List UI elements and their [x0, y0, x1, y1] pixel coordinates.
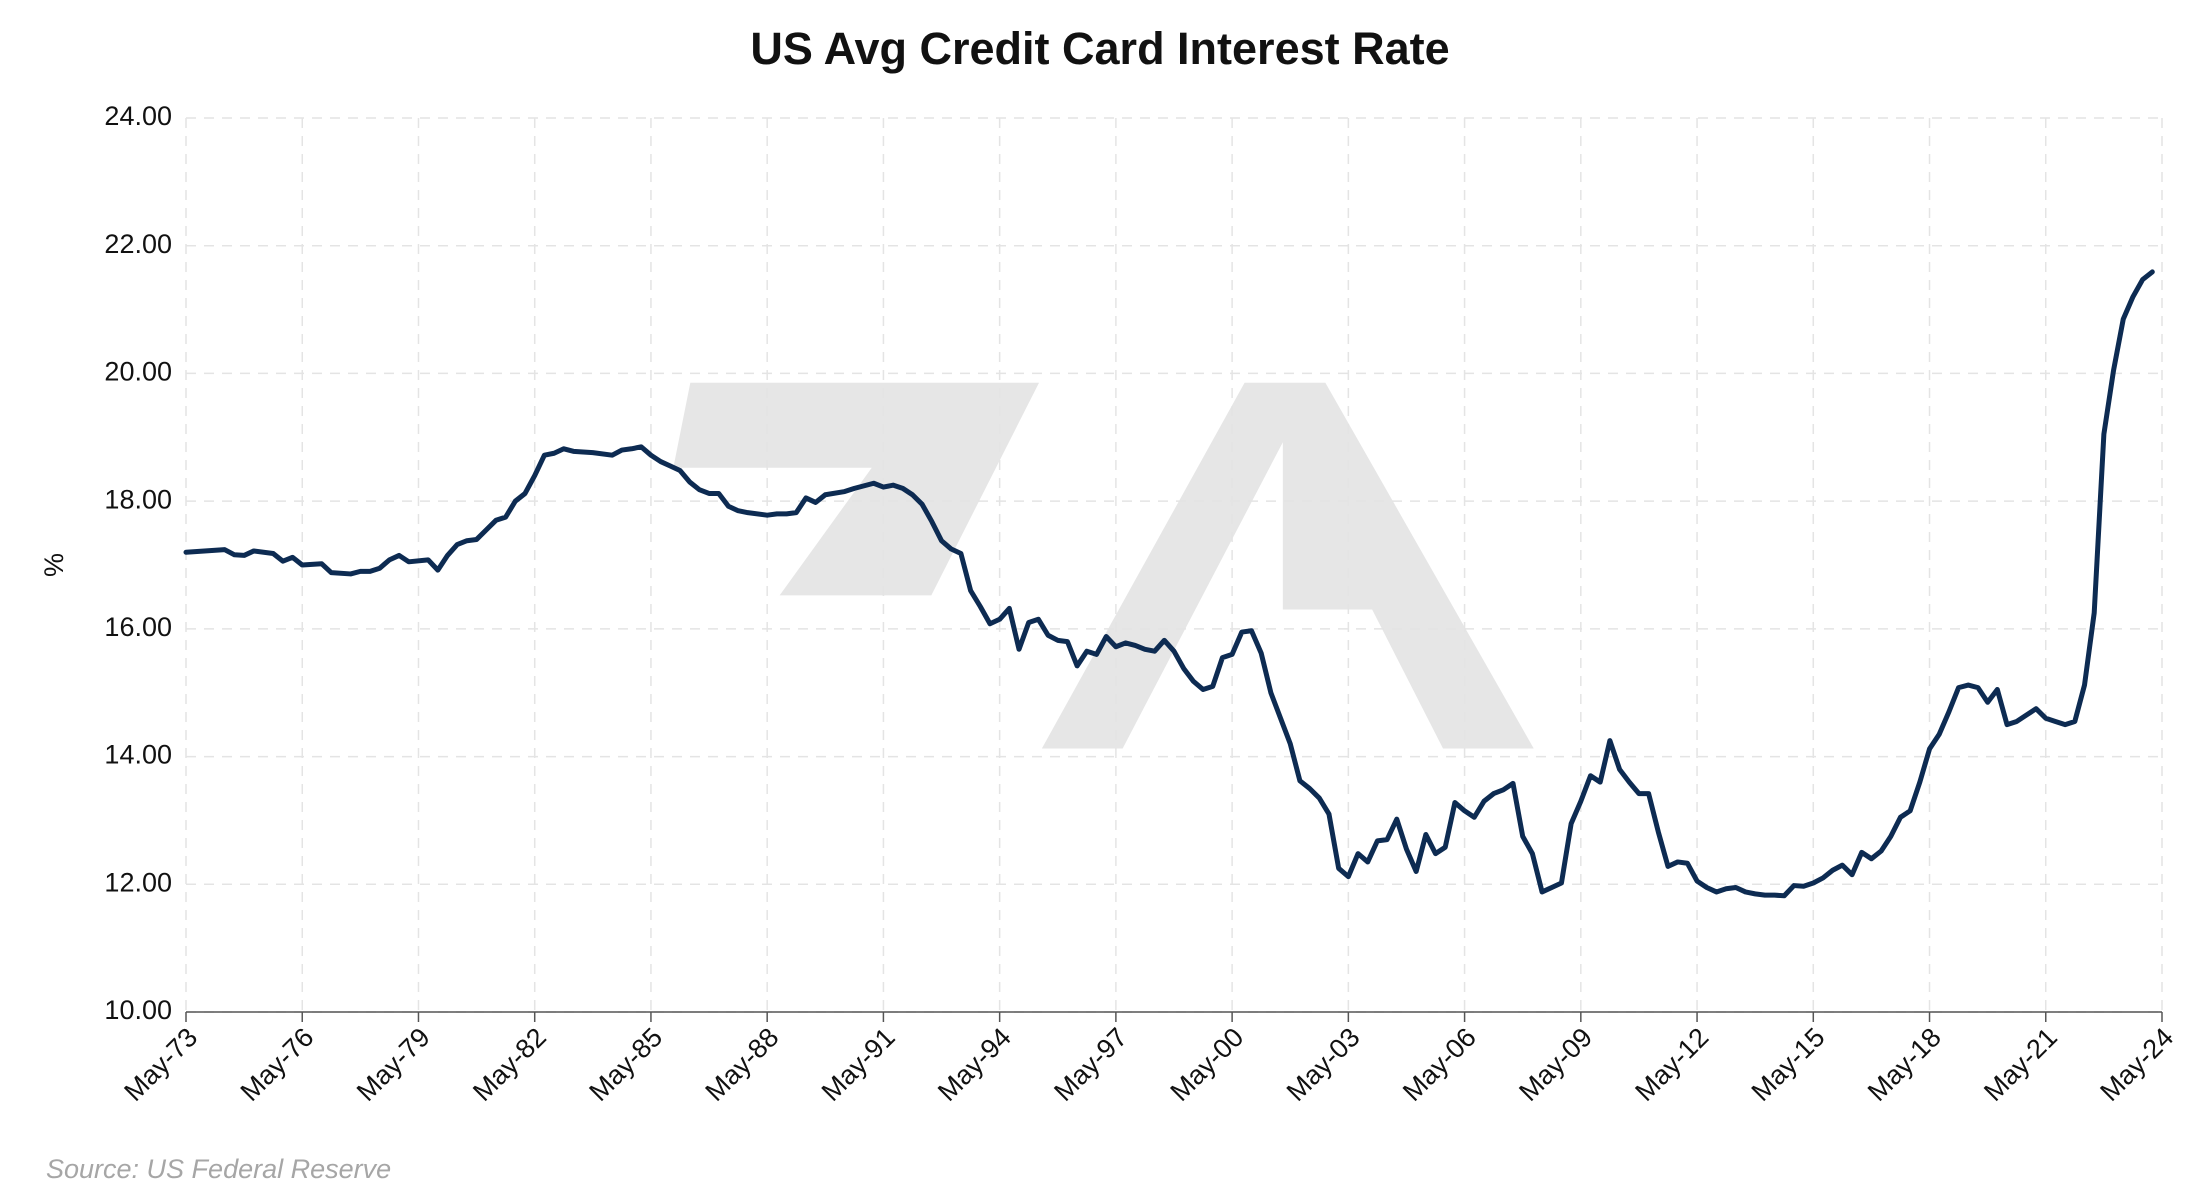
watermark	[673, 382, 1534, 749]
x-tick-label: May-24	[2094, 1022, 2179, 1107]
y-tick-label: 10.00	[104, 995, 172, 1025]
x-tick-label: May-00	[1165, 1022, 1250, 1107]
x-tick-label: May-97	[1048, 1022, 1133, 1107]
x-tick-label: May-76	[235, 1022, 320, 1107]
y-tick-label: 14.00	[104, 740, 172, 770]
x-tick-label: May-15	[1746, 1022, 1831, 1107]
x-tick-label: May-73	[118, 1022, 203, 1107]
x-tick-label: May-91	[816, 1022, 901, 1107]
x-tick-label: May-09	[1513, 1022, 1598, 1107]
x-tick-label: May-79	[351, 1022, 436, 1107]
y-tick-label: 24.00	[104, 101, 172, 131]
x-tick-label: May-06	[1397, 1022, 1482, 1107]
watermark-a	[1041, 382, 1534, 749]
y-tick-label: 20.00	[104, 357, 172, 387]
y-tick-label: 18.00	[104, 484, 172, 514]
y-tick-label: 22.00	[104, 229, 172, 259]
watermark-seven	[673, 382, 1040, 596]
y-tick-label: 16.00	[104, 612, 172, 642]
x-tick-label: May-94	[932, 1022, 1017, 1107]
x-tick-label: May-12	[1629, 1022, 1714, 1107]
x-tick-label: May-88	[700, 1022, 785, 1107]
x-tick-label: May-85	[583, 1022, 668, 1107]
source-note: Source: US Federal Reserve	[46, 1154, 391, 1184]
x-tick-label: May-21	[1978, 1022, 2063, 1107]
y-tick-label: 12.00	[104, 867, 172, 897]
x-tick-label: May-82	[467, 1022, 552, 1107]
y-axis-label: %	[39, 553, 69, 577]
x-tick-label: May-18	[1862, 1022, 1947, 1107]
data-line	[183, 269, 2155, 899]
chart-title: US Avg Credit Card Interest Rate	[750, 23, 1449, 74]
x-tick-label: May-03	[1281, 1022, 1366, 1107]
